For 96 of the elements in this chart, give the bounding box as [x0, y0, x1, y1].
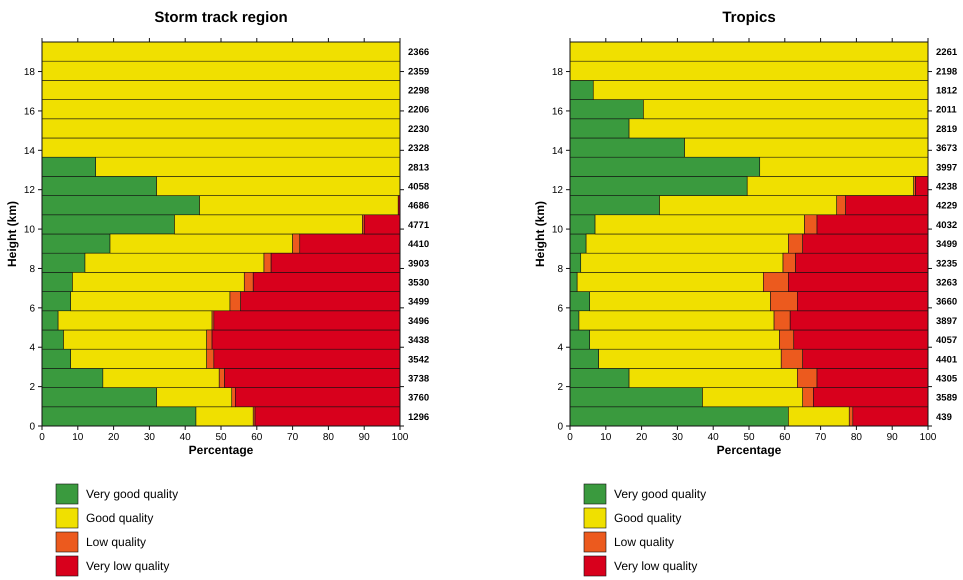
text: 2206	[408, 104, 430, 116]
x-axis-title: Percentage	[188, 443, 254, 457]
text: 2328	[408, 143, 430, 154]
x-tick-label: 0	[567, 432, 574, 443]
text: 3903	[408, 258, 430, 270]
text: 4238	[936, 181, 958, 192]
text: 3897	[936, 316, 958, 327]
legend-label: Low quality	[614, 535, 674, 549]
text: 1296	[408, 412, 430, 423]
legend-label: Low quality	[86, 535, 146, 549]
x-tick-label: 50	[215, 432, 227, 443]
x-tick-label: 40	[708, 432, 720, 443]
y-tick-label: 2	[29, 382, 36, 394]
chart-title: Tropics	[722, 9, 776, 26]
y-tick-label: 8	[557, 264, 564, 275]
x-tick-label: 100	[920, 432, 937, 443]
text: 3235	[936, 258, 958, 270]
text: 2819	[936, 124, 958, 135]
x-tick-label: 20	[636, 432, 648, 443]
text: 3499	[408, 296, 430, 308]
x-tick-label: 90	[358, 432, 370, 443]
x-tick-label: 30	[144, 432, 156, 443]
legend-label: Very low quality	[86, 559, 170, 573]
x-tick-label: 20	[108, 432, 120, 443]
x-tick-label: 70	[815, 432, 827, 443]
text: 2198	[936, 66, 958, 78]
text: 4771	[408, 220, 430, 231]
x-tick-label: 10	[600, 432, 612, 443]
text: 2298	[408, 86, 430, 97]
y-tick-label: 12	[552, 185, 564, 196]
y-tick-label: 4	[557, 342, 564, 354]
text: 4229	[936, 200, 958, 212]
text: 439	[936, 412, 952, 423]
text: 3542	[408, 354, 430, 366]
y-tick-label: 8	[29, 264, 36, 275]
text: 2359	[408, 66, 430, 78]
x-tick-label: 80	[322, 432, 334, 443]
x-tick-label: 100	[392, 432, 409, 443]
text: 4058	[408, 181, 430, 192]
x-tick-label: 60	[251, 432, 263, 443]
text: 3760	[408, 392, 430, 404]
x-tick-label: 80	[850, 432, 862, 443]
text: 4305	[936, 373, 958, 384]
legend-label: Good quality	[86, 511, 154, 525]
text: 3530	[408, 278, 430, 289]
text: 3673	[936, 143, 958, 154]
y-tick-label: 0	[557, 422, 564, 432]
y-tick-label: 18	[24, 67, 36, 78]
y-axis-title: Height (km)	[533, 200, 547, 267]
y-tick-label: 4	[29, 342, 36, 354]
text: 3496	[408, 316, 430, 327]
y-tick-label: 14	[552, 146, 564, 157]
text: 3997	[936, 162, 958, 174]
y-tick-label: 6	[557, 303, 564, 314]
y-tick-label: 16	[552, 106, 564, 118]
text: 4401	[936, 354, 958, 366]
x-tick-label: 60	[779, 432, 791, 443]
text: 1812	[936, 86, 958, 97]
y-tick-label: 0	[29, 422, 36, 432]
chart-title: Storm track region	[154, 9, 288, 26]
x-tick-label: 30	[672, 432, 684, 443]
x-tick-label: 90	[886, 432, 898, 443]
text: 2366	[408, 47, 430, 58]
text: 3589	[936, 392, 958, 404]
text: 4686	[408, 200, 430, 212]
text: 3263	[936, 278, 958, 289]
y-tick-label: 18	[552, 67, 564, 78]
text: 3660	[936, 296, 958, 308]
text: 2230	[408, 124, 430, 135]
y-tick-label: 2	[557, 382, 564, 394]
x-axis-title: Percentage	[716, 443, 782, 457]
x-tick-label: 50	[743, 432, 755, 443]
x-tick-label: 70	[287, 432, 299, 443]
y-tick-label: 10	[552, 224, 564, 236]
x-tick-label: 10	[72, 432, 84, 443]
x-tick-label: 0	[39, 432, 46, 443]
y-tick-label: 14	[24, 146, 36, 157]
text: 2813	[408, 162, 430, 174]
legend-label: Good quality	[614, 511, 682, 525]
y-tick-label: 12	[24, 185, 36, 196]
text: 2011	[936, 104, 958, 116]
text: 3499	[936, 239, 958, 250]
y-axis-title: Height (km)	[5, 200, 19, 267]
text: 3738	[408, 373, 430, 384]
text: 4032	[936, 220, 958, 231]
x-tick-label: 40	[180, 432, 192, 443]
y-tick-label: 10	[24, 224, 36, 236]
legend-label: Very low quality	[614, 559, 698, 573]
text: 4057	[936, 335, 958, 346]
text: 4410	[408, 239, 430, 250]
legend-label: Very good quality	[86, 487, 178, 501]
text: 2261	[936, 47, 958, 58]
legend-label: Very good quality	[614, 487, 706, 501]
y-tick-label: 6	[29, 303, 36, 314]
text: 3438	[408, 335, 430, 346]
y-tick-label: 16	[24, 106, 36, 118]
